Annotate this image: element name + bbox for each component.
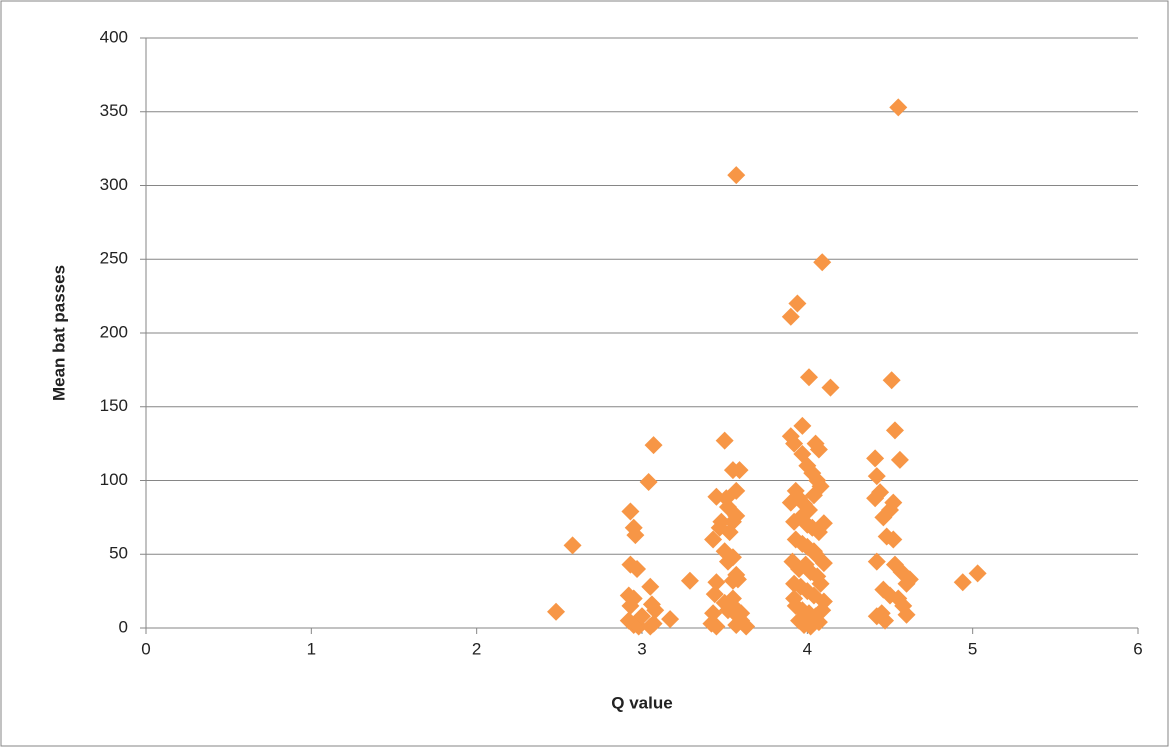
x-tick-label: 0 (141, 639, 150, 658)
point (814, 592, 833, 611)
point (811, 574, 830, 593)
point (727, 506, 746, 525)
point (809, 613, 828, 632)
x-axis-title: Q value (611, 693, 672, 712)
point (728, 570, 747, 589)
point (704, 530, 723, 549)
point (727, 166, 746, 185)
point (884, 493, 903, 512)
point (781, 307, 800, 326)
point (639, 472, 658, 491)
point (712, 512, 731, 531)
point (730, 461, 749, 480)
y-tick-label: 0 (119, 617, 128, 636)
point (715, 431, 734, 450)
point (785, 589, 804, 608)
point (641, 617, 660, 636)
point (867, 552, 886, 571)
point (661, 610, 680, 629)
y-tick-label: 50 (109, 544, 128, 563)
point (720, 523, 739, 542)
x-tick-label: 4 (803, 639, 812, 658)
point (785, 434, 804, 453)
point (871, 483, 890, 502)
point (806, 545, 825, 564)
point (707, 617, 726, 636)
x-tick-label: 6 (1133, 639, 1142, 658)
point (644, 436, 663, 455)
point (621, 502, 640, 521)
x-tick-label: 2 (472, 639, 481, 658)
x-tick-label: 1 (307, 639, 316, 658)
point (821, 378, 840, 397)
point (900, 570, 919, 589)
x-tick-label: 5 (968, 639, 977, 658)
point (866, 449, 885, 468)
point (867, 467, 886, 486)
point (813, 253, 832, 272)
point (633, 607, 651, 626)
point (811, 477, 830, 496)
point (890, 450, 909, 469)
y-tick-label: 200 (100, 322, 128, 341)
y-tick-label: 400 (100, 27, 128, 46)
point (563, 536, 582, 555)
point (867, 607, 886, 626)
point (705, 585, 724, 604)
point (626, 526, 645, 545)
point (814, 514, 833, 533)
point (646, 601, 665, 620)
point (953, 573, 972, 592)
point (799, 368, 818, 387)
point (897, 605, 916, 624)
point (680, 571, 699, 590)
point (641, 577, 660, 596)
y-tick-label: 150 (100, 396, 128, 415)
point (884, 530, 903, 549)
x-tick-label: 3 (637, 639, 646, 658)
y-tick-label: 100 (100, 470, 128, 489)
point (809, 440, 828, 459)
point (628, 560, 647, 578)
point (788, 294, 807, 313)
point (547, 602, 566, 621)
point (793, 416, 812, 435)
y-tick-label: 350 (100, 101, 128, 120)
point (968, 564, 987, 583)
point (707, 573, 726, 592)
point (723, 548, 742, 567)
point (885, 421, 904, 440)
point (889, 98, 908, 117)
y-tick-label: 300 (100, 175, 128, 194)
point (727, 481, 746, 500)
y-tick-label: 250 (100, 249, 128, 268)
point (732, 611, 751, 630)
point (882, 371, 901, 390)
point (621, 596, 640, 615)
point (781, 493, 800, 512)
y-axis-title: Mean bat passes (49, 265, 68, 401)
